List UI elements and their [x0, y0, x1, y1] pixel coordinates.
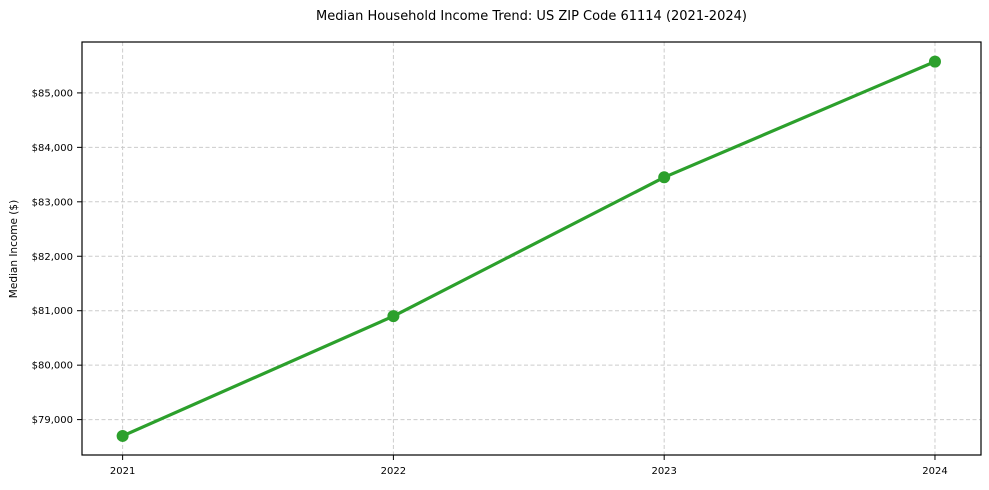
y-tick-label: $80,000 — [32, 361, 73, 372]
y-tick-label: $81,000 — [32, 306, 73, 317]
x-tick-label: 2021 — [110, 466, 135, 477]
x-tick-label: 2023 — [651, 466, 676, 477]
y-tick-label: $82,000 — [32, 252, 73, 263]
y-tick-label: $84,000 — [32, 143, 73, 154]
chart-title: Median Household Income Trend: US ZIP Co… — [316, 9, 747, 24]
data-line — [121, 60, 937, 438]
y-tick-label: $79,000 — [32, 415, 73, 426]
y-axis-label: Median Income ($) — [8, 199, 20, 299]
axes-frame — [81, 41, 982, 456]
y-tick-label: $83,000 — [32, 197, 73, 208]
x-tick-label: 2024 — [922, 466, 947, 477]
x-tick-label: 2022 — [381, 466, 406, 477]
data-point — [116, 429, 129, 442]
data-point — [387, 310, 400, 323]
y-tick-label: $85,000 — [32, 88, 73, 99]
data-point — [658, 171, 671, 184]
data-point — [928, 55, 941, 68]
